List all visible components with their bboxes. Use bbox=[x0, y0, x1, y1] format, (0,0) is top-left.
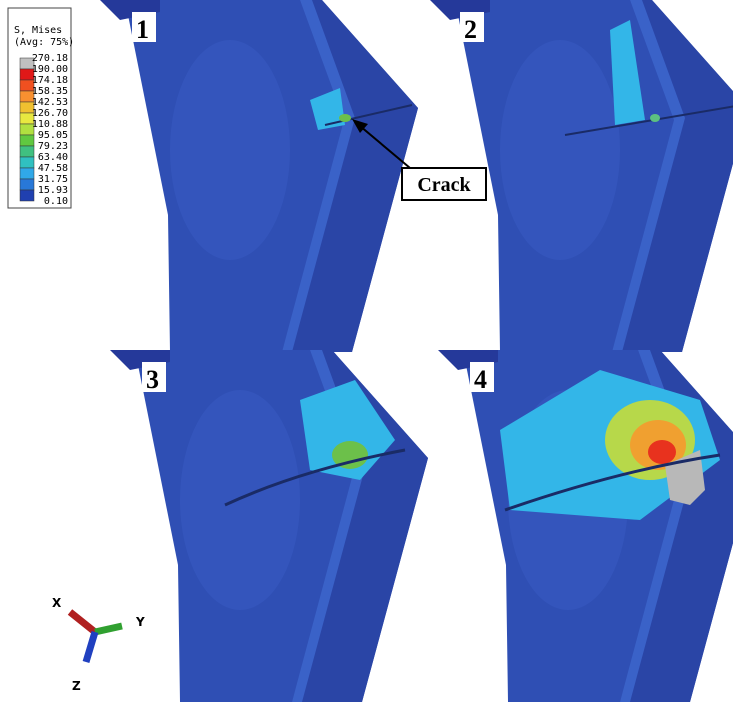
legend-title: S, Mises bbox=[14, 25, 62, 36]
panel-3 bbox=[110, 350, 428, 702]
legend-value: 95.05 bbox=[38, 130, 68, 141]
legend-band bbox=[20, 135, 34, 146]
legend-band bbox=[20, 168, 34, 179]
legend-value: 158.35 bbox=[32, 86, 68, 97]
legend-value: 15.93 bbox=[38, 185, 68, 196]
legend-value: 0.10 bbox=[44, 196, 68, 207]
panel-label: 1 bbox=[136, 15, 149, 44]
callout-text: Crack bbox=[417, 174, 471, 196]
legend-bands: 270.18190.00174.18158.35142.53126.70110.… bbox=[20, 53, 68, 207]
legend-value: 142.53 bbox=[32, 97, 68, 108]
legend-value: 63.40 bbox=[38, 152, 68, 163]
legend-value: 126.70 bbox=[32, 108, 68, 119]
panel-1 bbox=[100, 0, 418, 352]
legend-band bbox=[20, 146, 34, 157]
x-arrow bbox=[70, 612, 95, 632]
z-arrow bbox=[86, 632, 95, 662]
panel-4 bbox=[438, 350, 733, 702]
legend-band bbox=[20, 157, 34, 168]
axis-triad: X Y Z bbox=[52, 596, 145, 693]
panel-label: 2 bbox=[464, 15, 477, 44]
figure: S, Mises (Avg: 75%) 270.18190.00174.1815… bbox=[0, 0, 733, 702]
axis-label: Y bbox=[135, 615, 145, 629]
legend-value: 270.18 bbox=[32, 53, 68, 64]
panel-label: 4 bbox=[474, 365, 487, 394]
legend-value: 190.00 bbox=[32, 64, 68, 75]
legend-value: 110.88 bbox=[32, 119, 68, 130]
legend: S, Mises (Avg: 75%) 270.18190.00174.1815… bbox=[8, 8, 74, 208]
legend-value: 174.18 bbox=[32, 75, 68, 86]
legend-band bbox=[20, 190, 34, 201]
legend-value: 47.58 bbox=[38, 163, 68, 174]
legend-value: 31.75 bbox=[38, 174, 68, 185]
axis-label: Z bbox=[72, 679, 81, 693]
legend-subtitle: (Avg: 75%) bbox=[14, 37, 74, 48]
panel-label: 3 bbox=[146, 365, 159, 394]
legend-value: 79.23 bbox=[38, 141, 68, 152]
y-arrow bbox=[95, 626, 122, 632]
legend-band bbox=[20, 179, 34, 190]
axis-label: X bbox=[52, 596, 62, 610]
